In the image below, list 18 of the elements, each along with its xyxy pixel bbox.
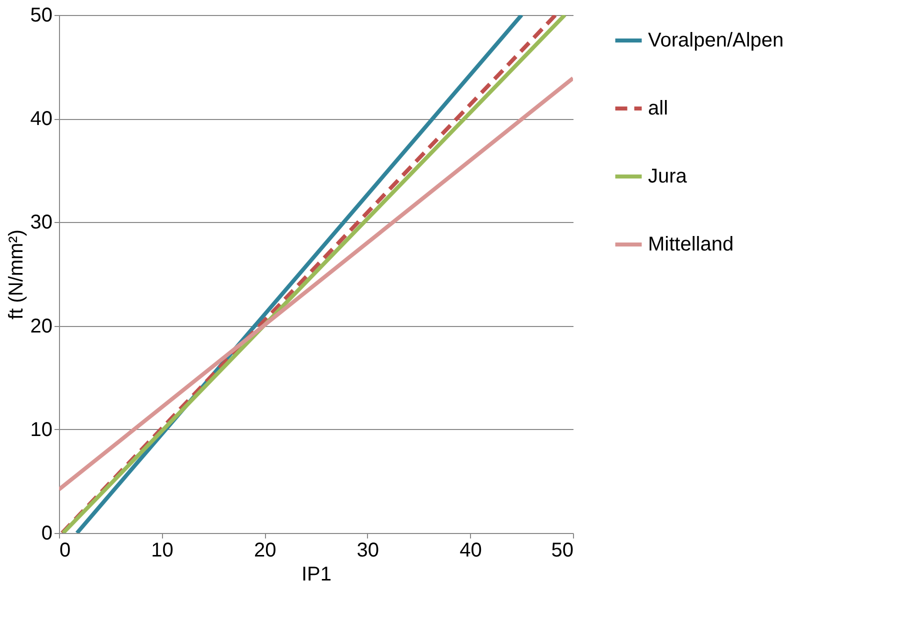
y-tick-label: 0: [41, 522, 52, 544]
y-tick-label: 10: [30, 418, 52, 441]
x-tick-label: 10: [151, 540, 174, 562]
legend-label: Mittelland: [648, 234, 734, 256]
x-tick-label: 20: [254, 540, 276, 562]
x-axis-title: IP1: [301, 564, 332, 586]
x-tick-label: 50: [551, 540, 574, 562]
y-tick-label: 20: [30, 315, 52, 338]
legend-label: Voralpen/Alpen: [648, 30, 784, 52]
x-tick-label: 0: [60, 540, 71, 562]
y-axis-title: ft (N/mm²): [5, 230, 28, 320]
legend-label: Jura: [648, 166, 688, 188]
y-tick-label: 40: [30, 108, 52, 130]
legend-label: all: [648, 98, 668, 120]
y-tick-label: 30: [30, 212, 52, 234]
x-tick-label: 30: [356, 540, 380, 562]
y-tick-label: 50: [30, 4, 52, 26]
x-tick-label: 40: [460, 540, 482, 562]
